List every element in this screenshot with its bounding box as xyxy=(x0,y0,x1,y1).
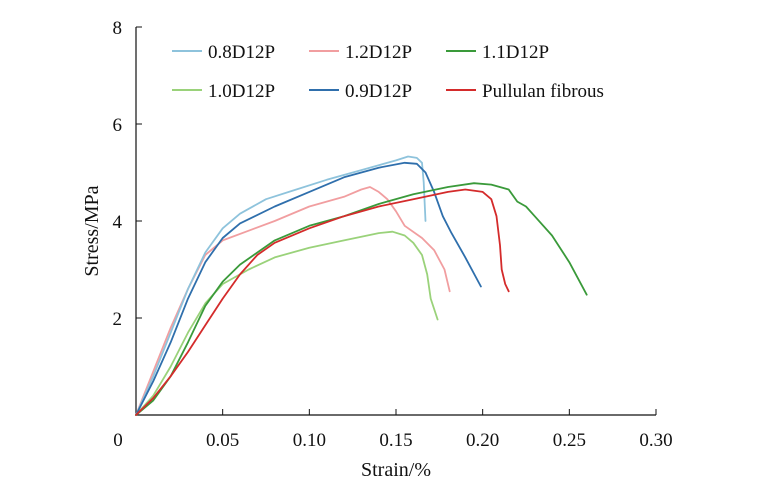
legend-label-pullulan-fibrous: Pullulan fibrous xyxy=(482,81,604,102)
legend-label-0-9d12p: 0.9D12P xyxy=(345,81,412,102)
series-line-0-8d12p xyxy=(135,155,427,416)
y-tick-label: 6 xyxy=(113,115,123,136)
y-axis: 2 4 6 8 xyxy=(113,18,142,330)
x-tick-label: 0.30 xyxy=(639,430,672,451)
x-tick-label: 0 xyxy=(113,430,123,451)
legend-label-1-0d12p: 1.0D12P xyxy=(208,81,275,102)
y-tick-label: 4 xyxy=(113,212,123,233)
series-line-1-1d12p xyxy=(135,182,588,416)
legend-label-0-8d12p: 0.8D12P xyxy=(208,42,275,63)
x-tick-label: 0.20 xyxy=(466,430,499,451)
legend-label-1-2d12p: 1.2D12P xyxy=(345,42,412,63)
legend: 0.8D12P 1.0D12P 1.2D12P 0.9D12P 1.1D12P Pullu… xyxy=(172,42,604,102)
x-axis-title: Strain/% xyxy=(361,459,431,481)
x-tick-label: 0.15 xyxy=(379,430,412,451)
legend-label-1-1d12p: 1.1D12P xyxy=(482,42,549,63)
series-line-1-0d12p xyxy=(135,230,439,416)
y-axis-title: Stress/MPa xyxy=(81,185,103,276)
y-tick-label: 2 xyxy=(113,309,123,330)
series-lines xyxy=(135,155,588,416)
x-axis: 0 0.05 0.10 0.15 0.20 0.25 0.30 xyxy=(113,409,673,451)
x-tick-label: 0.25 xyxy=(553,430,586,451)
series-line-0-9d12p xyxy=(135,161,482,416)
y-tick-label: 8 xyxy=(113,18,123,39)
x-tick-label: 0.05 xyxy=(206,430,239,451)
x-tick-label: 0.10 xyxy=(293,430,326,451)
series-line-pullulan-fibrous xyxy=(135,188,510,416)
